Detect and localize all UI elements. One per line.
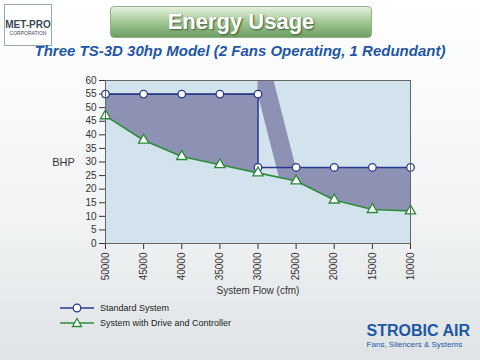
- svg-text:15: 15: [85, 197, 97, 208]
- svg-text:15000: 15000: [367, 252, 378, 280]
- html-text:STROBIC AIR: STROBIC AIR: [366, 322, 470, 339]
- html-text:Three TS-3D 30hp Model (2 Fans: Three TS-3D 30hp Model (2 Fans Operating…: [34, 42, 446, 59]
- svg-text:40000: 40000: [176, 252, 187, 280]
- svg-text:10: 10: [85, 211, 97, 222]
- svg-text:40: 40: [85, 129, 97, 140]
- svg-text:60: 60: [85, 75, 97, 86]
- svg-text:10000: 10000: [405, 252, 416, 280]
- svg-text:25000: 25000: [290, 252, 301, 280]
- html-text:CORPORATION: CORPORATION: [9, 30, 47, 36]
- svg-text:45000: 45000: [138, 252, 149, 280]
- html-text:Energy Usage: Energy Usage: [167, 9, 315, 34]
- svg-text:System Flow (cfm): System Flow (cfm): [217, 285, 300, 296]
- html-text:MET-PRO: MET-PRO: [5, 19, 51, 30]
- svg-text:0: 0: [91, 238, 97, 249]
- html-text:Fans, Silencers & Systems: Fans, Silencers & Systems: [366, 340, 463, 349]
- svg-text:25: 25: [85, 170, 97, 181]
- svg-text:50000: 50000: [100, 252, 111, 280]
- svg-text:20000: 20000: [328, 252, 339, 280]
- svg-text:45: 45: [85, 115, 97, 126]
- svg-text:BHP: BHP: [52, 156, 75, 168]
- svg-text:35000: 35000: [214, 252, 225, 280]
- html-text:Standard System: Standard System: [100, 302, 169, 313]
- svg-text:30: 30: [85, 156, 97, 167]
- svg-text:5: 5: [91, 224, 97, 235]
- html-text:System with Drive and Controll: System with Drive and Controller: [100, 317, 231, 328]
- svg-text:30000: 30000: [252, 252, 263, 280]
- svg-text:50: 50: [85, 102, 97, 113]
- svg-text:55: 55: [85, 88, 97, 99]
- svg-text:35: 35: [85, 143, 97, 154]
- svg-text:20: 20: [85, 183, 97, 194]
